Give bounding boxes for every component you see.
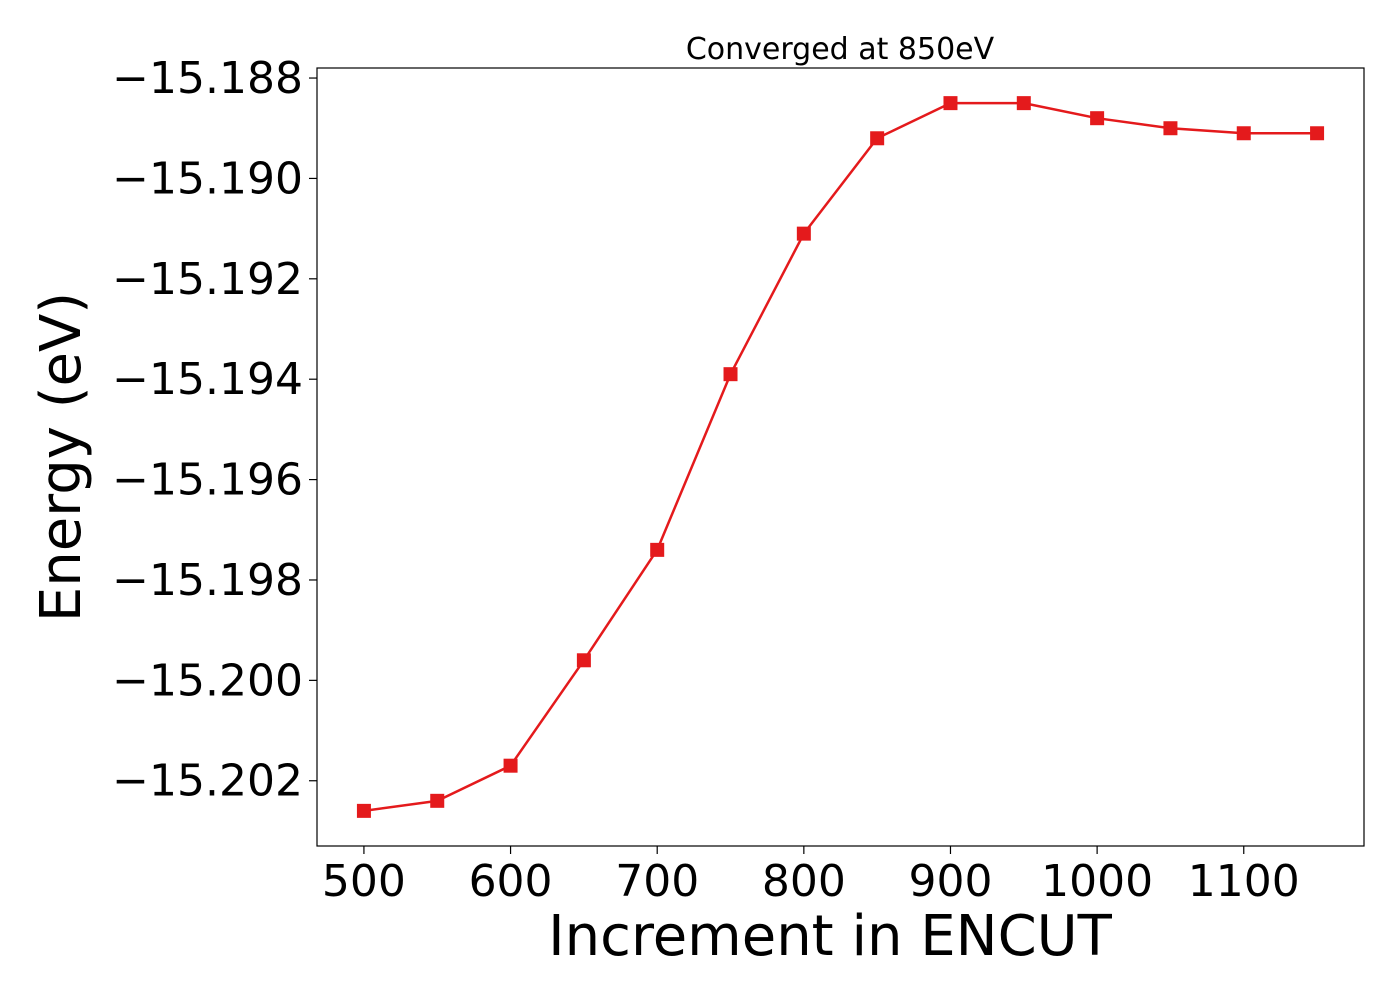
x-tick-label: 700 (615, 856, 699, 907)
x-tick-label: 800 (762, 856, 846, 907)
y-tick-label: −15.198 (112, 555, 303, 606)
data-point-marker (1090, 111, 1105, 126)
x-tick-label: 900 (908, 856, 992, 907)
y-tick-label: −15.202 (112, 756, 303, 807)
data-point-marker (943, 96, 958, 111)
y-tick-label: −15.200 (112, 655, 303, 706)
y-tick-label: −15.196 (112, 455, 303, 506)
x-axis-label: Increment in ENCUT (548, 904, 1113, 969)
series-line (363, 101, 1318, 813)
data-point-marker (1163, 121, 1178, 136)
data-point-marker (576, 653, 591, 668)
data-point-marker (1236, 126, 1251, 141)
data-point-marker (1016, 96, 1031, 111)
y-tick-label: −15.194 (112, 354, 303, 405)
y-tick-label: −15.190 (112, 153, 303, 204)
axes: 500 600 700 800 900 1000 1100 −15.188 −15.190 −15… (112, 53, 1300, 907)
data-point-marker (356, 803, 371, 818)
data-point-marker (723, 367, 738, 382)
data-point-marker (650, 542, 665, 557)
x-tick-label: 1100 (1188, 856, 1300, 907)
x-tick-label: 600 (469, 856, 553, 907)
data-point-marker (870, 131, 885, 146)
y-axis-label: Energy (eV) (29, 292, 94, 622)
y-tick-label: −15.192 (112, 254, 303, 305)
plot-frame (316, 67, 1365, 847)
x-tick-label: 500 (322, 856, 406, 907)
data-point-marker (503, 758, 518, 773)
series-layer (356, 96, 1325, 818)
x-tick-label: 1000 (1041, 856, 1153, 907)
data-point-marker (796, 226, 811, 241)
y-tick-label: −15.188 (112, 53, 303, 104)
chart-title: Converged at 850eV (686, 32, 995, 67)
data-point-marker (1310, 126, 1325, 141)
data-point-marker (430, 793, 445, 808)
